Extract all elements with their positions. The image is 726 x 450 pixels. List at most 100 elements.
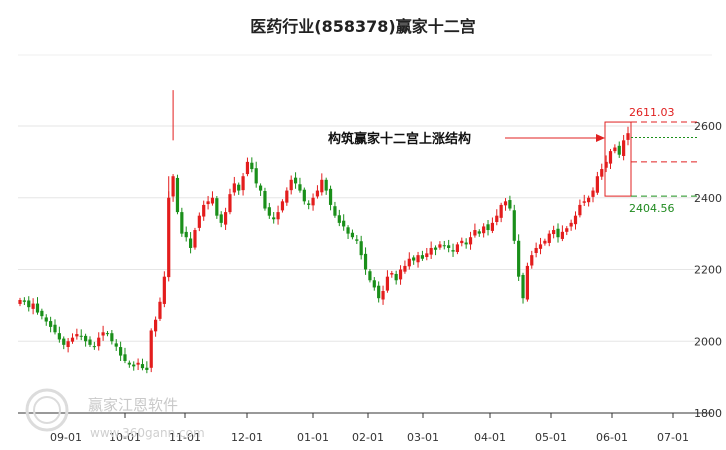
candle-body <box>140 364 145 369</box>
candle-body <box>482 226 486 234</box>
candle-body <box>298 184 302 191</box>
candle-body <box>595 176 599 193</box>
candle-body <box>62 338 66 345</box>
candle-body <box>88 339 92 345</box>
x-tick-label: 02-01 <box>352 431 384 444</box>
x-tick-label: 05-01 <box>535 431 567 444</box>
candle-body <box>232 183 236 193</box>
candle-body <box>398 269 403 280</box>
candle-body <box>22 300 26 302</box>
candle-body <box>250 162 254 170</box>
candle-body <box>455 244 460 252</box>
candle-body <box>228 194 232 213</box>
candle-body <box>368 271 372 281</box>
candle-body <box>608 151 613 164</box>
candle-body <box>206 201 210 205</box>
candle-body <box>538 244 543 249</box>
candle-body <box>132 364 136 367</box>
candle-body <box>219 214 223 223</box>
candle-body <box>394 273 398 281</box>
candle-body <box>175 177 180 213</box>
candle-body <box>473 230 477 236</box>
x-tick-label: 01-01 <box>297 431 329 444</box>
candle-body <box>525 265 529 300</box>
x-tick-label: 09-01 <box>50 431 82 444</box>
candle-body <box>188 238 193 248</box>
candle-body <box>97 337 101 347</box>
candle-body <box>57 333 61 340</box>
candle-body <box>486 224 490 231</box>
candles <box>18 90 630 374</box>
candle-body <box>75 334 79 337</box>
candle-body <box>105 333 110 335</box>
candle-body <box>412 257 416 261</box>
candle-body <box>35 303 40 313</box>
candle-body <box>372 280 376 288</box>
chart-title: 医药行业(858378)赢家十二宫 <box>250 17 475 36</box>
candle-body <box>184 231 188 238</box>
candle-body <box>84 335 88 342</box>
candle-body <box>587 197 591 203</box>
candle-body <box>202 204 206 217</box>
candle-body <box>114 343 118 347</box>
candle-body <box>390 273 394 275</box>
candle-body <box>193 230 197 248</box>
candle-body <box>534 247 538 253</box>
candle-body <box>162 276 166 304</box>
candle-body <box>44 317 48 322</box>
candle-body <box>267 207 271 216</box>
watermark: 赢家江恩软件 www.360gann.com <box>25 388 205 440</box>
watermark-url: www.360gann.com <box>90 426 205 440</box>
candle-body <box>617 145 621 155</box>
grid-lines <box>18 54 712 342</box>
candle-body <box>468 237 473 245</box>
candle-body <box>499 204 503 218</box>
candle-body <box>565 228 569 232</box>
candle-body <box>556 228 560 238</box>
x-tick-label: 11-01 <box>169 431 201 444</box>
candle-body <box>337 215 341 223</box>
candle-body <box>215 198 219 216</box>
candle-body <box>258 185 263 191</box>
watermark-logo-icon <box>25 388 69 432</box>
candle-body <box>245 161 250 175</box>
candle-body <box>237 184 241 191</box>
x-tick-label: 04-01 <box>474 431 506 444</box>
candle-body <box>578 204 582 216</box>
candle-body <box>254 168 258 184</box>
candle-body <box>223 212 228 225</box>
candle-body <box>381 291 385 300</box>
x-tick-label: 12-01 <box>231 431 263 444</box>
candle-body <box>276 212 280 220</box>
candle-body <box>573 215 578 225</box>
candle-body <box>346 227 350 234</box>
y-tick-label: 2000 <box>694 335 722 348</box>
y-tick-label: 2200 <box>694 264 722 277</box>
x-tick-label: 07-01 <box>657 431 689 444</box>
candle-body <box>70 337 75 342</box>
candle-body <box>272 217 276 220</box>
candle-body <box>560 231 564 239</box>
x-axis: 09-01 10-01 11-01 12-01 01-01 02-01 03-01 04-01… <box>18 412 712 444</box>
candle-body <box>477 231 481 234</box>
candle-body <box>333 206 337 216</box>
candle-body <box>530 255 534 266</box>
candle-body <box>508 200 512 209</box>
candle-body <box>40 310 44 317</box>
candle-body <box>315 190 320 197</box>
candle-body <box>180 212 184 234</box>
candle-body <box>403 265 407 272</box>
candle-body <box>311 197 315 206</box>
candle-body <box>153 319 158 332</box>
candle-body <box>302 189 306 202</box>
candle-body <box>429 247 433 255</box>
x-tick-label: 10-01 <box>109 431 141 444</box>
candle-body <box>92 346 96 348</box>
candle-body <box>293 177 298 184</box>
candle-body <box>328 188 333 205</box>
range-box <box>604 121 632 197</box>
candle-body <box>31 303 35 309</box>
candle-body <box>119 347 123 356</box>
candle-body <box>517 240 521 277</box>
